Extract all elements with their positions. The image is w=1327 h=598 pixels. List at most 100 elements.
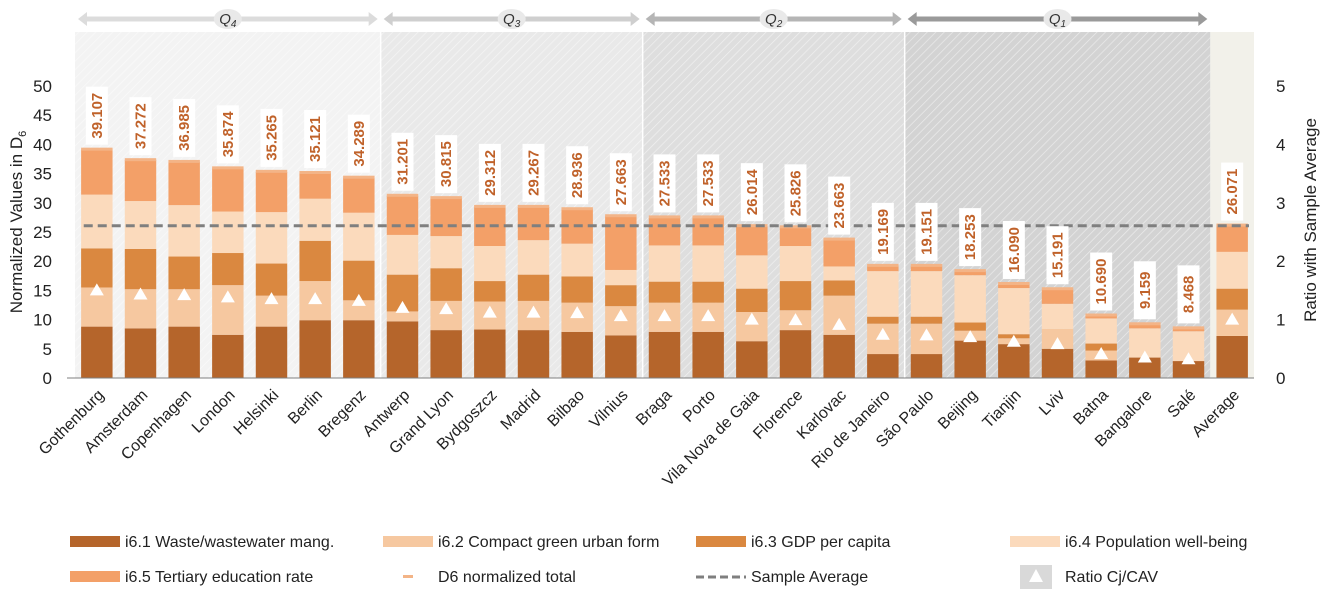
bar-stack-22 <box>1041 287 1074 378</box>
bar-segment-s5 <box>823 239 855 267</box>
ratio-marker <box>1006 334 1021 347</box>
category-label: Average <box>1189 387 1243 441</box>
bar-segment-s5 <box>736 226 768 256</box>
ratio-marker <box>89 283 104 296</box>
value-label-text: 19.169 <box>875 209 892 255</box>
bar-segment-s3 <box>954 322 986 331</box>
bar-segment-s1 <box>212 334 244 378</box>
y2-tick-label: 5 <box>1276 77 1285 96</box>
y-tick-label: 0 <box>43 369 52 388</box>
total-marker <box>430 196 462 200</box>
value-label-22: 15.191 <box>1046 226 1069 285</box>
value-label-9: 29.312 <box>478 143 501 202</box>
bar-stack-4 <box>255 169 288 378</box>
bar-segment-s3 <box>299 240 331 282</box>
bar-segment-s5 <box>1129 324 1161 329</box>
bar-segment-s1 <box>561 331 593 378</box>
value-label-8: 30.815 <box>435 135 458 194</box>
total-marker <box>81 147 113 151</box>
stacked-bars <box>81 147 1248 378</box>
category-label: Porto <box>680 387 719 426</box>
y-axis-title: Normalized Values in D6 <box>7 131 29 314</box>
bar-segment-s5 <box>1085 315 1117 319</box>
category-label: Vilnius <box>587 387 632 432</box>
bar-stack-9 <box>474 204 506 378</box>
total-marker <box>474 204 506 208</box>
bar-segment-s5 <box>910 265 943 272</box>
value-label-box <box>391 132 414 191</box>
category-label: Helsinki <box>231 387 283 439</box>
value-label-box <box>347 114 370 173</box>
value-label-box <box>1090 252 1113 311</box>
category-labels: GothenburgAmsterdamCopenhagenLondonHelsi… <box>36 387 1243 490</box>
bar-stack-14 <box>692 215 724 378</box>
bar-segment-s1 <box>517 330 550 378</box>
value-label-box <box>871 202 894 261</box>
value-label-10: 29.267 <box>522 143 545 202</box>
bar-stack-8 <box>430 196 462 378</box>
bar-segment-s4 <box>386 234 419 275</box>
value-label-4: 35.265 <box>260 108 283 167</box>
value-label-box <box>653 154 676 213</box>
bar-stack-17 <box>823 237 855 378</box>
value-label-13: 27.533 <box>653 154 676 213</box>
bar-segment-s4 <box>343 212 375 261</box>
value-label-box <box>435 135 458 194</box>
ratio-marker <box>613 309 628 322</box>
value-label-box <box>522 143 545 202</box>
category-label: Lviv <box>1036 387 1068 419</box>
value-label-box <box>1046 226 1069 285</box>
bar-stack-23 <box>1085 313 1117 378</box>
ratio-marker <box>133 287 148 300</box>
category-label: Beijing <box>935 387 981 433</box>
quartile-arrow-head-left <box>78 12 87 26</box>
value-label-text: 27.533 <box>657 160 674 206</box>
ratio-marker <box>875 327 890 340</box>
total-marker <box>1129 322 1161 326</box>
bar-segment-s4 <box>736 255 768 289</box>
bar-segment-s4 <box>81 194 113 249</box>
bar-stack-24 <box>1129 322 1161 378</box>
y-tick-label: 40 <box>33 135 52 154</box>
value-label-14: 27.533 <box>697 154 720 213</box>
value-label-15: 26.014 <box>740 163 763 222</box>
value-label-19: 19.151 <box>915 202 938 261</box>
total-marker <box>736 224 768 228</box>
legend-label: Sample Average <box>751 569 868 586</box>
bar-segment-s3 <box>343 260 375 301</box>
y2-axis-title: Ratio with Sample Average <box>1301 118 1320 322</box>
category-label: Salé <box>1165 387 1200 422</box>
total-marker <box>867 263 899 267</box>
bar-segment-s3 <box>255 263 288 296</box>
bar-segment-s4 <box>1085 318 1117 344</box>
bar-segment-s4 <box>648 245 681 282</box>
value-label-text: 27.663 <box>613 159 630 205</box>
bar-stack-11 <box>561 207 593 378</box>
category-label: Tianjin <box>980 387 1025 432</box>
category-label: Bilbao <box>545 387 589 431</box>
legend-item-2: i6.3 GDP per capita <box>696 534 890 551</box>
total-marker <box>605 214 637 218</box>
ratio-marker <box>439 302 454 315</box>
bar-segment-s5 <box>954 271 986 276</box>
bar-stack-19 <box>910 263 943 378</box>
bar-segment-s1 <box>692 331 724 378</box>
bar-segment-s5 <box>779 227 812 247</box>
y-tick-label: 45 <box>33 106 52 125</box>
bar-segment-s1 <box>1041 348 1074 378</box>
quartile-label-1: Q3 <box>503 11 521 30</box>
total-marker <box>1172 326 1205 330</box>
ratio-marker <box>919 328 934 341</box>
value-label-12: 27.663 <box>609 153 632 212</box>
bar-segment-s5 <box>168 161 200 206</box>
y-tick-label: 25 <box>33 223 52 242</box>
ratio-marker <box>832 317 847 330</box>
bar-segment-s1 <box>168 326 200 378</box>
bar-segment-s1 <box>299 320 331 378</box>
total-marker <box>561 207 593 211</box>
bar-stack-26 <box>1216 223 1248 378</box>
value-label-text: 35.265 <box>264 115 281 161</box>
total-marker <box>692 215 724 219</box>
bar-segment-s3 <box>1216 288 1248 310</box>
